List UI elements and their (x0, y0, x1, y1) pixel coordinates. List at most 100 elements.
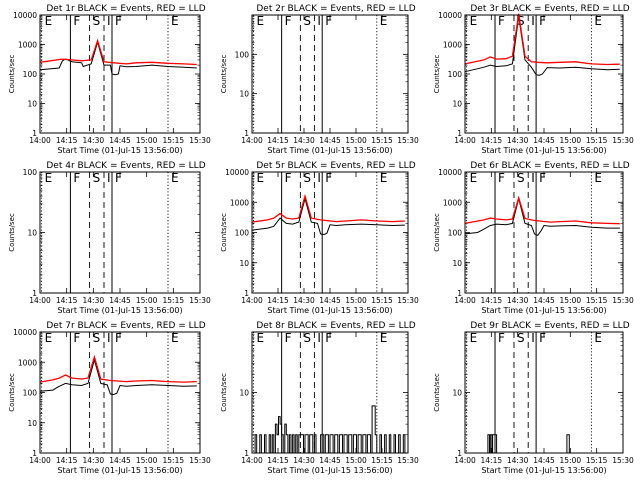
x-tick-label: 15:30 (397, 296, 419, 305)
y-axis-label: Counts/sec (433, 373, 441, 412)
x-tick-label: 15:15 (163, 296, 185, 305)
marker-label: F (285, 331, 292, 345)
x-tick-label: 15:15 (163, 456, 185, 465)
y-tick-label: 10 (452, 100, 462, 109)
x-axis-label: Start Time (01-Jul-15 13:56:00) (57, 306, 182, 315)
marker-label: E (171, 331, 179, 345)
x-axis-label: Start Time (01-Jul-15 13:56:00) (481, 146, 606, 155)
lld-series-line (464, 195, 620, 225)
x-tick-label: 14:15 (56, 456, 78, 465)
y-tick-label: 10000 (13, 11, 37, 20)
x-tick-label: 14:00 (241, 296, 263, 305)
y-tick-label: 10000 (438, 11, 462, 20)
panel-title: Det 9r BLACK = Events, RED = LLD (470, 321, 629, 331)
x-tick-label: 15:00 (345, 296, 367, 305)
y-tick-label: 1 (457, 449, 462, 458)
x-tick-label: 14:30 (293, 136, 315, 145)
x-axis-label: Start Time (01-Jul-15 13:56:00) (481, 306, 606, 315)
x-tick-label: 15:30 (189, 456, 211, 465)
marker-label: F (325, 171, 332, 185)
marker-label: F (325, 331, 332, 345)
marker-label: I (107, 14, 111, 28)
marker-label: F (285, 14, 292, 28)
y-tick-label: 1000 (443, 198, 462, 207)
x-tick-label: 14:00 (454, 136, 476, 145)
plot-frame (39, 171, 201, 294)
marker-label: E (257, 14, 265, 28)
y-tick-label: 100 (448, 229, 463, 238)
x-axis-label: Start Time (01-Jul-15 13:56:00) (57, 146, 182, 155)
x-tick-label: 15:15 (371, 296, 393, 305)
events-series-line (464, 16, 620, 76)
plot-frame (251, 14, 409, 134)
marker-label: F (73, 171, 80, 185)
x-tick-label: 14:15 (267, 456, 289, 465)
marker-label: S (93, 331, 101, 345)
detector-panel: Det 3r BLACK = Events, RED = LLD Counts/s… (433, 4, 634, 155)
y-tick-label: 100 (23, 70, 38, 79)
x-tick-label: 14:15 (267, 136, 289, 145)
detector-panel: Det 7r BLACK = Events, RED = LLD Counts/s… (8, 321, 211, 475)
marker-label: F (498, 331, 505, 345)
x-tick-label: 14:30 (507, 456, 529, 465)
x-tick-label: 14:30 (83, 136, 105, 145)
x-tick-label: 15:00 (345, 456, 367, 465)
marker-label: I (317, 331, 321, 345)
marker-label: E (380, 331, 388, 345)
detector-panel: Det 4r BLACK = Events, RED = LLD Counts/s… (8, 161, 211, 315)
x-tick-label: 15:00 (136, 296, 158, 305)
y-tick-label: 1 (32, 289, 37, 298)
marker-label: F (498, 171, 505, 185)
x-tick-label: 14:30 (83, 296, 105, 305)
marker-label: E (257, 171, 265, 185)
y-tick-label: 10000 (13, 328, 37, 337)
x-tick-label: 14:30 (507, 136, 529, 145)
x-tick-label: 14:00 (241, 136, 263, 145)
y-tick-label: 1000 (230, 198, 249, 207)
x-tick-label: 14:15 (267, 296, 289, 305)
x-tick-label: 15:00 (560, 456, 582, 465)
marker-label: S (303, 14, 311, 28)
x-tick-label: 14:45 (533, 296, 555, 305)
x-tick-label: 14:00 (241, 456, 263, 465)
x-tick-label: 15:30 (612, 296, 634, 305)
marker-label: E (594, 171, 602, 185)
x-tick-label: 14:15 (481, 136, 503, 145)
panel-title: Det 5r BLACK = Events, RED = LLD (256, 161, 415, 171)
marker-label: S (93, 14, 101, 28)
x-axis-label: Start Time (01-Jul-15 13:56:00) (267, 306, 392, 315)
y-tick-label: 1 (244, 129, 249, 138)
x-tick-label: 14:00 (454, 296, 476, 305)
marker-label: E (171, 14, 179, 28)
y-tick-label: 1000 (443, 41, 462, 50)
marker-label: S (303, 331, 311, 345)
marker-label: E (380, 171, 388, 185)
y-tick-label: 1 (244, 449, 249, 458)
marker-label: E (470, 331, 478, 345)
plot-frame (464, 14, 624, 134)
plot-frame (39, 331, 201, 454)
marker-label: F (539, 331, 546, 345)
plot-frame (464, 171, 624, 294)
y-tick-label: 1 (32, 449, 37, 458)
marker-label: F (115, 331, 122, 345)
x-tick-label: 15:00 (560, 296, 582, 305)
x-tick-label: 14:45 (533, 456, 555, 465)
y-tick-label: 100 (23, 168, 38, 177)
marker-label: F (498, 14, 505, 28)
y-axis-label: Counts/sec (8, 55, 16, 94)
y-tick-label: 10 (239, 90, 249, 99)
x-tick-label: 15:00 (136, 456, 158, 465)
marker-label: F (73, 331, 80, 345)
y-tick-label: 10 (27, 229, 37, 238)
x-tick-label: 14:00 (454, 456, 476, 465)
x-tick-label: 15:00 (136, 136, 158, 145)
events-series-line (39, 357, 197, 396)
events-series-line (251, 196, 405, 236)
x-tick-label: 14:00 (29, 136, 51, 145)
lld-series-line (39, 38, 197, 66)
x-tick-label: 14:45 (109, 296, 131, 305)
events-series-line (252, 405, 406, 454)
marker-label: I (107, 171, 111, 185)
